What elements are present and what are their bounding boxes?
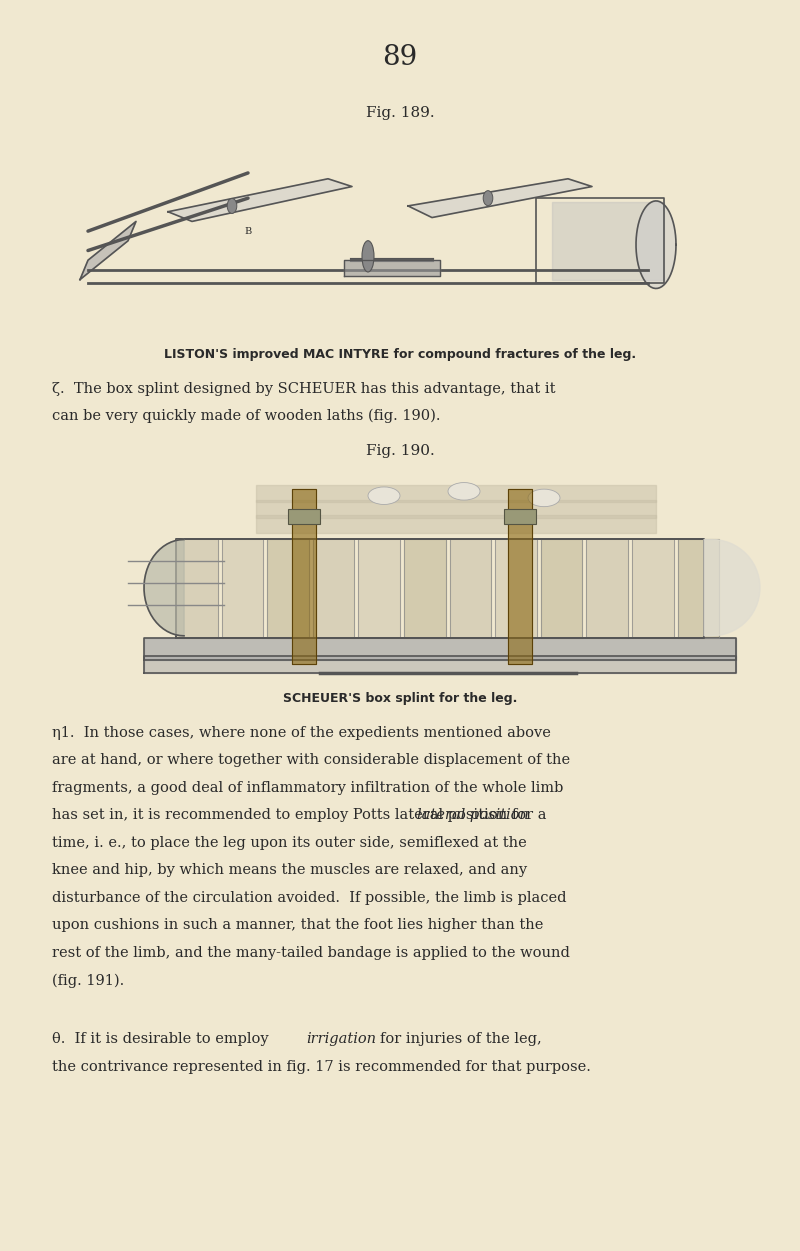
Text: upon cushions in such a manner, that the foot lies higher than the: upon cushions in such a manner, that the… (52, 918, 543, 932)
Polygon shape (450, 539, 491, 638)
Text: η1.  In those cases, where none of the expedients mentioned above: η1. In those cases, where none of the ex… (52, 726, 551, 739)
Polygon shape (632, 539, 674, 638)
Text: SCHEUER'S box splint for the leg.: SCHEUER'S box splint for the leg. (283, 692, 517, 704)
Polygon shape (176, 539, 218, 638)
Ellipse shape (362, 240, 374, 271)
Polygon shape (636, 201, 676, 289)
Text: LISTON'S improved MAC INTYRE for compound fractures of the leg.: LISTON'S improved MAC INTYRE for compoun… (164, 348, 636, 360)
Polygon shape (256, 485, 656, 503)
Text: disturbance of the circulation avoided.  If possible, the limb is placed: disturbance of the circulation avoided. … (52, 891, 566, 904)
Circle shape (483, 190, 493, 205)
Text: irrigation: irrigation (306, 1032, 376, 1046)
Polygon shape (168, 179, 352, 221)
Polygon shape (552, 203, 664, 280)
Polygon shape (144, 656, 736, 673)
Text: knee and hip, by which means the muscles are relaxed, and any: knee and hip, by which means the muscles… (52, 863, 527, 877)
Text: ζ.  The box splint designed by SCHEUER has this advantage, that it: ζ. The box splint designed by SCHEUER ha… (52, 382, 555, 395)
Text: 89: 89 (382, 44, 418, 71)
Polygon shape (678, 539, 719, 638)
Bar (288, 509, 320, 524)
Polygon shape (222, 539, 263, 638)
Polygon shape (541, 539, 582, 638)
Text: Fig. 190.: Fig. 190. (366, 444, 434, 458)
Text: (fig. 191).: (fig. 191). (52, 973, 124, 988)
Polygon shape (144, 539, 184, 636)
Polygon shape (358, 539, 400, 638)
Text: are at hand, or where together with considerable displacement of the: are at hand, or where together with cons… (52, 753, 570, 767)
Polygon shape (508, 489, 532, 664)
FancyBboxPatch shape (76, 457, 724, 688)
Text: B: B (244, 226, 252, 235)
Text: θ.  If it is desirable to employ: θ. If it is desirable to employ (52, 1032, 274, 1046)
Polygon shape (80, 221, 136, 280)
Text: rest of the limb, and the many-tailed bandage is applied to the wound: rest of the limb, and the many-tailed ba… (52, 946, 570, 960)
Text: fragments, a good deal of inflammatory infiltration of the whole limb: fragments, a good deal of inflammatory i… (52, 781, 563, 794)
Polygon shape (408, 179, 592, 218)
Text: has set in, it is recommended to employ Potts lateral position for a: has set in, it is recommended to employ … (52, 808, 546, 822)
Ellipse shape (448, 483, 480, 500)
Polygon shape (256, 500, 656, 518)
Polygon shape (404, 539, 446, 638)
Polygon shape (267, 539, 309, 638)
Polygon shape (292, 489, 316, 664)
Polygon shape (144, 638, 736, 661)
Text: time, i. e., to place the leg upon its outer side, semiflexed at the: time, i. e., to place the leg upon its o… (52, 836, 526, 849)
Polygon shape (344, 260, 440, 275)
Text: the contrivance represented in fig. 17 is recommended for that purpose.: the contrivance represented in fig. 17 i… (52, 1060, 591, 1073)
FancyBboxPatch shape (68, 138, 652, 344)
Text: Fig. 189.: Fig. 189. (366, 106, 434, 120)
Text: for injuries of the leg,: for injuries of the leg, (380, 1032, 542, 1046)
Ellipse shape (528, 489, 560, 507)
Polygon shape (704, 539, 760, 636)
Bar (504, 509, 536, 524)
Polygon shape (586, 539, 628, 638)
Text: can be very quickly made of wooden laths (fig. 190).: can be very quickly made of wooden laths… (52, 409, 441, 424)
Text: lateral position: lateral position (417, 808, 529, 822)
Ellipse shape (368, 487, 400, 504)
Polygon shape (495, 539, 537, 638)
Polygon shape (256, 515, 656, 533)
Polygon shape (313, 539, 354, 638)
Circle shape (227, 199, 237, 214)
